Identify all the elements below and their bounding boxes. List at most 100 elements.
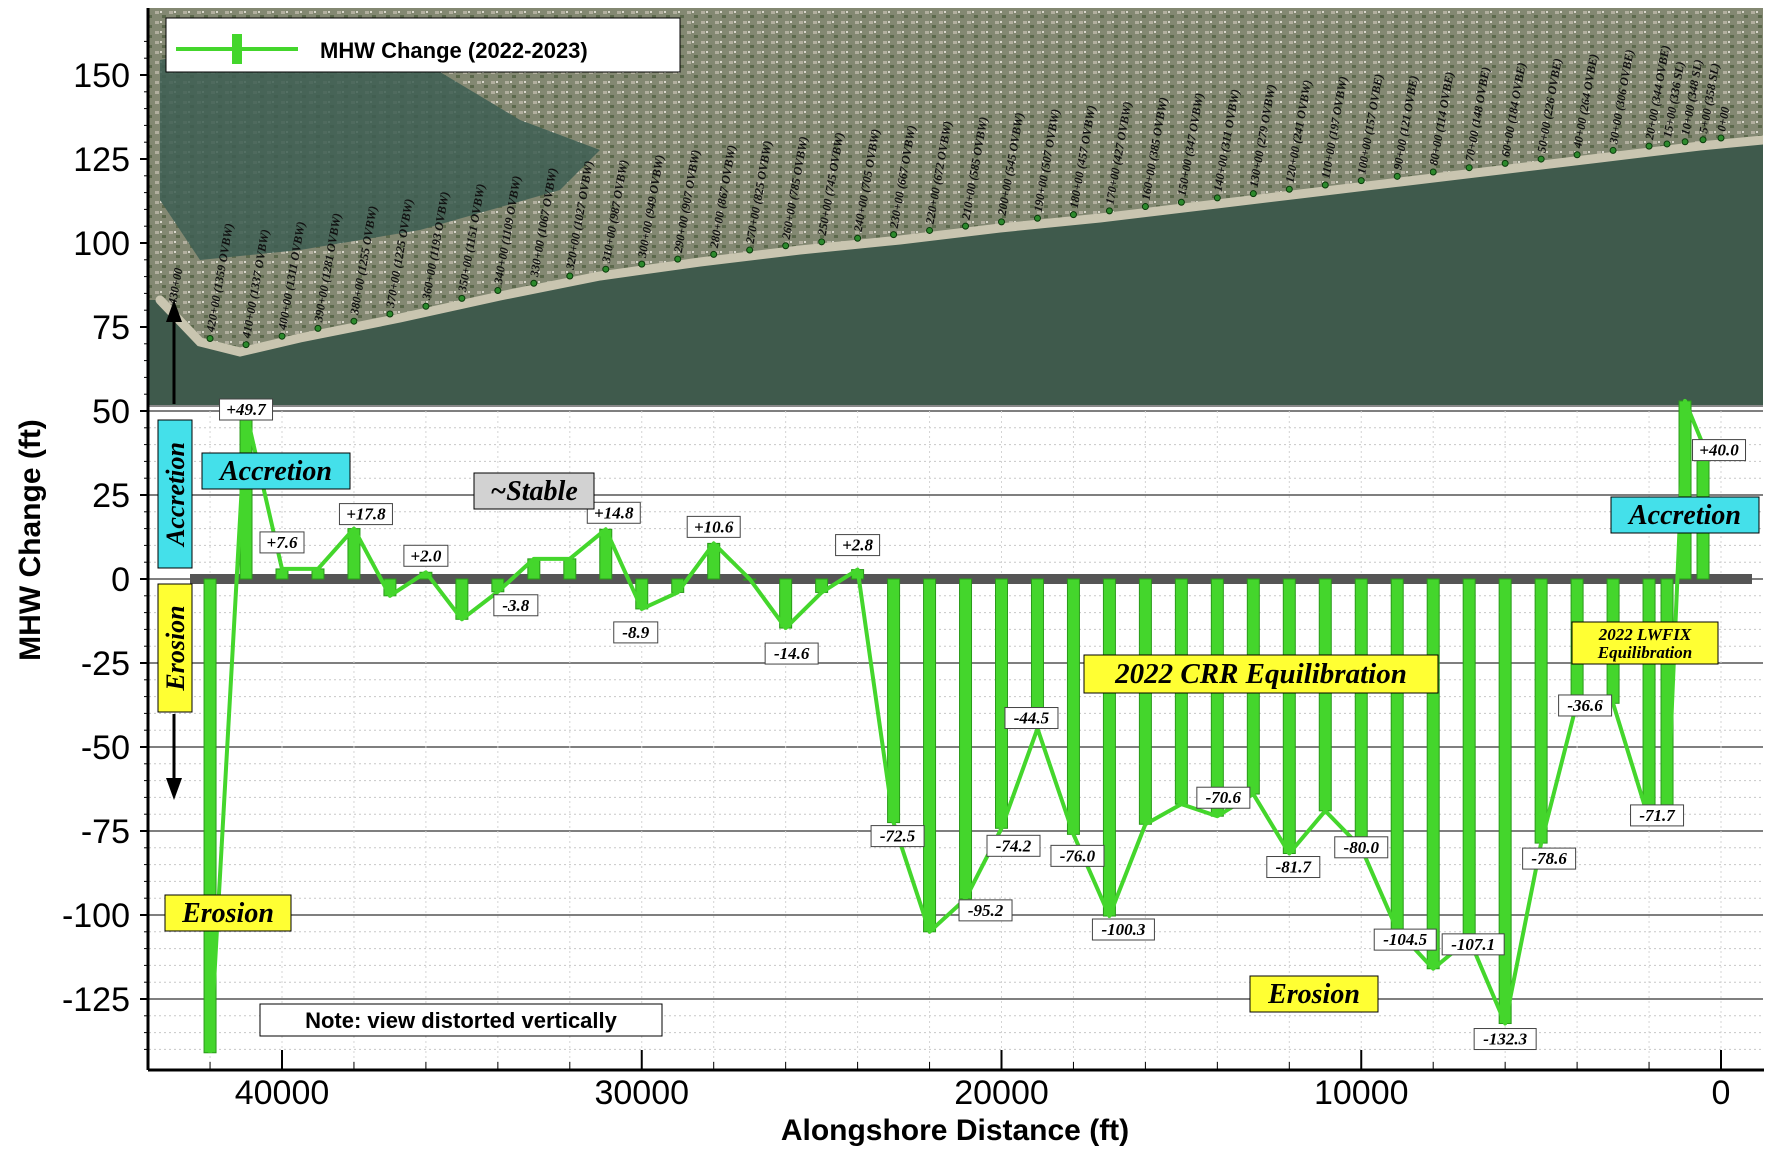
gridlines [149, 405, 1763, 1070]
station-marker [890, 231, 898, 239]
data-label: -95.2 [958, 899, 1013, 922]
station-marker [962, 222, 970, 230]
data-label-box [835, 534, 881, 557]
y-tick-label: 150 [73, 57, 130, 95]
data-label-box [1334, 836, 1389, 859]
data-label-text: -80.0 [1344, 838, 1380, 857]
station-marker [242, 341, 250, 349]
arrow-up-icon [166, 300, 182, 404]
station-marker [1645, 142, 1653, 150]
x-tick-label: 10000 [1314, 1074, 1409, 1112]
data-label-text: +10.6 [694, 517, 734, 536]
data-bar [995, 578, 1008, 829]
data-bar [1534, 578, 1548, 844]
data-label-text: -132.3 [1483, 1030, 1527, 1049]
data-bar [1210, 578, 1224, 817]
series-line [208, 398, 1705, 1053]
data-label: -71.7 [1630, 804, 1685, 827]
data-label-text: +7.6 [267, 533, 298, 552]
station-label: 0+00 [1714, 106, 1732, 133]
y-axis-title: MHW Change (ft) [14, 419, 47, 661]
svg-text:Note: view distorted verticall: Note: view distorted vertically [305, 1008, 618, 1033]
data-label-text: +2.8 [842, 536, 873, 555]
y-tick-label: 25 [92, 477, 130, 515]
station-marker [1285, 185, 1293, 193]
data-label: +40.0 [1692, 439, 1747, 462]
x-axis-title: Alongshore Distance (ft) [781, 1114, 1129, 1147]
y-tick-label: -125 [62, 981, 130, 1019]
data-label: -8.9 [613, 621, 659, 644]
data-label-text: -71.7 [1639, 806, 1676, 825]
station-marker [710, 250, 718, 258]
station-marker [350, 317, 358, 325]
data-label-box [219, 398, 274, 421]
data-bar [923, 578, 937, 933]
data-label: -74.2 [986, 834, 1041, 857]
station-marker [1141, 203, 1149, 211]
data-label: +17.8 [338, 503, 393, 526]
data-label-text: -36.6 [1567, 696, 1603, 715]
annotation-erosion-right: Erosion [1249, 975, 1379, 1013]
station-marker [782, 242, 790, 250]
data-label-box [1473, 1028, 1537, 1051]
legend-bar-icon [232, 34, 242, 64]
station-marker [314, 324, 322, 332]
annotation-crr-equilibration: 2022 CRR Equilibration [1083, 654, 1439, 694]
y-tick-label: -25 [81, 645, 130, 683]
station-marker [926, 226, 934, 234]
station-marker [1429, 168, 1437, 176]
data-label-box [1004, 707, 1059, 730]
data-label-box [259, 531, 305, 554]
data-bar [1390, 578, 1404, 931]
data-label-box [1091, 918, 1155, 941]
y-tick-label: -100 [62, 897, 130, 935]
aerial-marsh [160, 40, 600, 260]
data-label: +2.8 [835, 534, 881, 557]
data-label-text: -74.2 [996, 836, 1032, 855]
station-marker [746, 246, 754, 254]
data-label-box [493, 594, 539, 617]
data-label: -104.5 [1373, 928, 1437, 951]
y-tick-label: -50 [81, 729, 130, 767]
note-box: Note: view distorted vertically [259, 1003, 663, 1037]
station-marker [422, 302, 430, 310]
station-marker [1681, 138, 1689, 146]
station-marker [530, 279, 538, 287]
y-tick-label: 125 [73, 141, 130, 179]
data-label-box [870, 825, 925, 848]
legend: MHW Change (2022-2023) [165, 17, 681, 73]
data-label: -100.3 [1091, 918, 1155, 941]
side-label-erosion: Erosion [157, 583, 193, 713]
data-label-text: -81.7 [1276, 858, 1313, 877]
data-bar [1354, 578, 1368, 849]
data-bar [1030, 578, 1044, 730]
data-label: -44.5 [1004, 707, 1059, 730]
data-bar [1426, 578, 1440, 970]
y-tick-label: 75 [92, 309, 130, 347]
data-label-box [338, 503, 393, 526]
data-label-box [1196, 786, 1251, 809]
svg-text:Erosion: Erosion [1267, 979, 1360, 1010]
data-bar [1282, 578, 1296, 855]
station-marker [1249, 190, 1257, 198]
data-label-text: -76.0 [1060, 846, 1096, 865]
annotation-erosion-left: Erosion [164, 894, 292, 932]
data-label: -14.6 [764, 642, 819, 665]
svg-text:Erosion: Erosion [181, 898, 274, 929]
data-label-box [586, 501, 641, 524]
data-label: +10.6 [686, 515, 741, 538]
x-tick-label: 40000 [235, 1074, 330, 1112]
data-bar [1066, 578, 1080, 835]
station-marker [1033, 214, 1041, 222]
data-label: -72.5 [870, 825, 925, 848]
data-label-box [1692, 439, 1747, 462]
legend-label: MHW Change (2022-2023) [320, 38, 588, 63]
data-label: -78.6 [1522, 847, 1577, 870]
data-label-text: -95.2 [968, 901, 1004, 920]
data-label-box [613, 621, 659, 644]
data-label-box [1522, 847, 1577, 870]
data-bar [1498, 578, 1512, 1025]
station-marker [854, 234, 862, 242]
station-marker [1357, 177, 1365, 185]
